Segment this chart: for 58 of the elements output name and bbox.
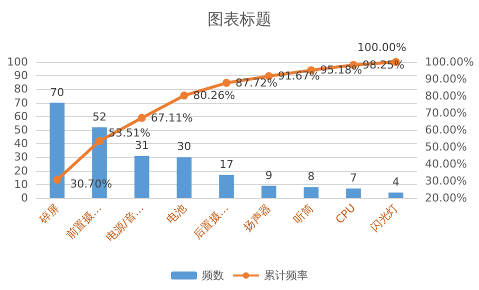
data-label: 52 [92, 110, 106, 124]
data-label: 7 [350, 171, 357, 184]
data-label: 87.72% [236, 76, 278, 90]
x-tick-label: 电池 [164, 201, 189, 226]
point [96, 137, 104, 146]
legend-label: 频数 [202, 269, 224, 282]
x-tick-label: 碎屏 [36, 201, 62, 227]
data-label: 70 [50, 86, 64, 99]
data-label: 100.00% [357, 41, 406, 54]
point [53, 176, 62, 184]
data-label: 17 [220, 158, 234, 171]
x-tick-label: 扬声器 [240, 201, 274, 234]
y-tick-label: 40 [14, 137, 28, 150]
y2-tick-label: 20.00% [425, 192, 467, 204]
y-tick-label: 60 [14, 110, 28, 123]
point [138, 114, 146, 122]
y2-tick-label: 50.00% [425, 140, 467, 154]
y-tick-label: 90 [14, 69, 28, 82]
point [222, 78, 230, 87]
data-label: 67.11% [150, 111, 193, 124]
x-tick-label: 后置摄… [190, 201, 232, 242]
bar [346, 188, 361, 198]
data-label: 80.26% [193, 89, 236, 102]
data-label: 8 [308, 170, 315, 184]
data-label: 30 [177, 140, 192, 154]
x-tick-label: 闪光灯 [368, 201, 400, 234]
y-tick-label: 50 [14, 124, 28, 136]
data-label: 31 [134, 138, 149, 152]
chart-title: 图表标题 [208, 10, 272, 28]
data-label: 4 [392, 176, 400, 189]
data-label: 9 [265, 168, 272, 182]
y-tick-label: 80 [14, 82, 28, 96]
bar [176, 157, 192, 198]
bar [50, 102, 65, 198]
y-tick-label: 30 [14, 150, 28, 164]
y-tick-label: 100 [7, 56, 28, 68]
point [180, 92, 188, 100]
data-label: 91.67% [278, 70, 320, 83]
x-tick-label: 听筒 [291, 201, 316, 226]
y2-tick-label: 90.00% [425, 72, 467, 86]
bar [134, 156, 150, 198]
y-tick-label: 20 [14, 164, 28, 178]
legend-label: 累计频率 [264, 269, 308, 282]
bar [304, 187, 319, 198]
x-tick-label: 前置摄… [64, 201, 104, 242]
y-tick-label: 0 [21, 192, 28, 204]
y-tick-label: 10 [14, 178, 28, 191]
y2-tick-label: 100.00% [425, 56, 474, 68]
y2-tick-label: 40.00% [425, 158, 467, 170]
bar [219, 174, 234, 198]
bar [261, 186, 276, 198]
y2-tick-label: 70.00% [425, 106, 467, 120]
y2-tick-label: 60.00% [425, 124, 467, 136]
y2-tick-label: 80.00% [425, 90, 467, 102]
y-tick-label: 70 [14, 96, 28, 110]
bar [388, 192, 404, 198]
y2-tick-label: 30.00% [425, 174, 467, 188]
x-tick-label: 电源/音… [104, 201, 146, 244]
